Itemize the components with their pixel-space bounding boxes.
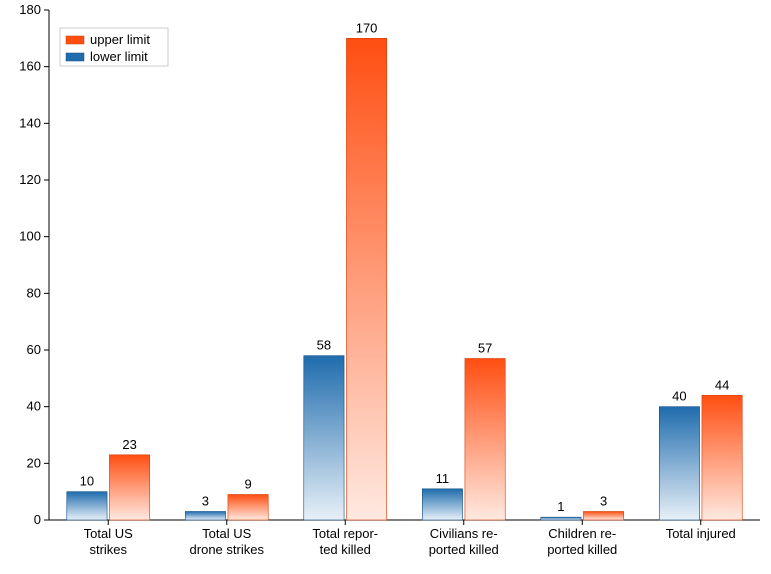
y-tick-label: 120: [19, 172, 41, 187]
bar-value-label: 9: [244, 477, 251, 492]
bar-value-label: 58: [317, 338, 331, 353]
grouped-bar-chart: 0204060801001201401601801023Total USstri…: [0, 0, 771, 574]
bar-value-label: 23: [122, 437, 136, 452]
y-tick-label: 100: [19, 229, 41, 244]
bar-value-label: 40: [672, 389, 686, 404]
bar-value-label: 170: [356, 20, 378, 35]
bar: [304, 356, 344, 520]
bar: [228, 495, 268, 521]
x-category-label: Children re-ported killed: [547, 526, 617, 557]
bar: [185, 512, 225, 521]
x-category-label: Civilians re-ported killed: [429, 526, 499, 557]
bar: [465, 359, 505, 521]
bar-value-label: 11: [436, 471, 450, 486]
bar: [346, 38, 386, 520]
y-tick-label: 160: [19, 59, 41, 74]
bar: [659, 407, 699, 520]
y-tick-label: 60: [27, 342, 41, 357]
bar-value-label: 44: [715, 377, 729, 392]
legend-label: lower limit: [90, 49, 148, 64]
legend-label: upper limit: [90, 32, 150, 47]
legend-swatch: [66, 36, 84, 44]
bar: [109, 455, 149, 520]
bar: [422, 489, 462, 520]
legend-swatch: [66, 53, 84, 61]
bar: [67, 492, 107, 520]
bar: [583, 512, 623, 521]
y-tick-label: 180: [19, 2, 41, 17]
y-tick-label: 80: [27, 285, 41, 300]
bar-value-label: 3: [600, 494, 607, 509]
bar-value-label: 57: [478, 341, 492, 356]
bar-value-label: 3: [202, 494, 209, 509]
x-category-label: Total repor-ted killed: [312, 526, 378, 557]
bar-value-label: 10: [80, 474, 94, 489]
y-tick-label: 40: [27, 399, 41, 414]
bar-value-label: 1: [557, 499, 564, 514]
bar: [541, 517, 581, 520]
y-tick-label: 0: [34, 512, 41, 527]
x-category-label: Total USstrikes: [84, 526, 133, 557]
x-category-label: Total injured: [666, 526, 736, 541]
y-tick-label: 20: [27, 455, 41, 470]
bar: [702, 395, 742, 520]
y-tick-label: 140: [19, 115, 41, 130]
